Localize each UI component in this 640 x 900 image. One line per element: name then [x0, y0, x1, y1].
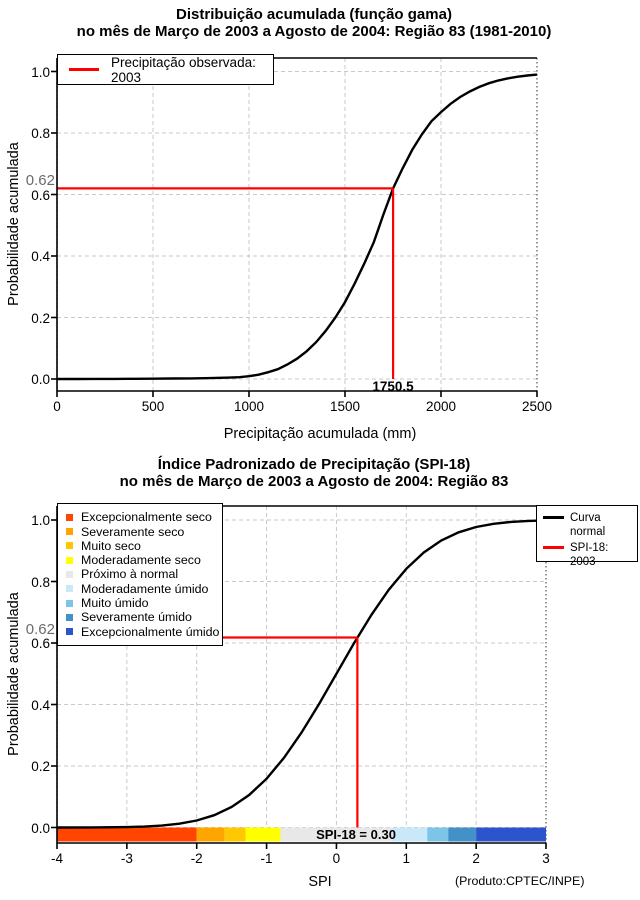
category-color-swatch [66, 585, 73, 593]
spi-bar-segment [245, 827, 281, 842]
cdf-curve [56, 519, 547, 829]
category-legend-item: Moderadamente seco [66, 553, 222, 567]
y-tick-label: 0.0 [31, 820, 50, 836]
chart1-legend: Precipitação observada: 2003 [57, 54, 274, 85]
category-color-swatch [66, 599, 73, 607]
category-legend-item: Muito úmido [66, 596, 222, 610]
spi18-legend-label: SPI-18: 2003 [570, 542, 609, 568]
legend-item-normal-curve: Curva normal [543, 511, 633, 539]
chart1-x-axis-label: Precipitação acumulada (mm) [223, 426, 417, 442]
category-legend-item: Excepcionalmente úmido [66, 625, 222, 639]
chart1-title: Distribuição acumulada (função gama) [176, 6, 452, 23]
y-tick-label: 0.2 [31, 310, 50, 326]
category-color-swatch [66, 528, 73, 536]
chart1-subtitle: no mês de Março de 2003 a Agosto de 2004… [76, 23, 552, 40]
chart1-y-axis-label: Probabilidade acumulada [6, 142, 22, 306]
x-tick-label: 3 [542, 851, 550, 866]
category-label: Muito seco [81, 538, 141, 553]
spi-bar-segment [427, 827, 449, 842]
category-legend-item: Muito seco [66, 539, 222, 553]
spi18-line-swatch [543, 546, 564, 549]
x-tick-label: 1500 [329, 399, 361, 414]
chart2-y-axis-label: Probabilidade acumulada [6, 592, 22, 756]
category-label: Muito úmido [81, 596, 149, 611]
category-color-swatch [66, 628, 73, 636]
chart1-probability-annotation: 0.62 [25, 172, 55, 189]
chart2-plot-canvas [51, 505, 547, 849]
observed-precipitation-line-swatch [69, 68, 99, 71]
category-color-swatch [66, 613, 73, 621]
spi-bar-segment [392, 827, 428, 842]
x-tick-label: 2 [472, 851, 480, 866]
category-label: Excepcionalmente úmido [81, 624, 220, 639]
x-tick-label: 1 [402, 851, 411, 866]
y-tick-label: 0.4 [31, 697, 50, 713]
y-tick-label: 0.8 [31, 574, 50, 590]
x-tick-label: 0 [332, 851, 341, 866]
spi-bar-segment [57, 827, 197, 842]
category-label: Moderadamente úmido [81, 581, 209, 596]
spi-value-annotation: SPI-18 = 0.30 [316, 827, 396, 842]
legend-item-spi18: SPI-18: 2003 [543, 541, 633, 569]
chart2-title: Índice Padronizado de Precipitação (SPI-… [157, 456, 471, 473]
gamma-distribution-chart: Distribuição acumulada (função gama) no … [6, 6, 553, 442]
chart1-precipitation-annotation: 1750.5 [372, 379, 414, 394]
chart2-x-axis-label: SPI [308, 874, 332, 890]
category-legend-item: Severamente seco [66, 524, 222, 539]
x-tick-label: -2 [190, 851, 203, 866]
x-tick-label: 2500 [521, 399, 553, 414]
spi-category-legend: Excepcionalmente seco Severamente seco Mui… [57, 503, 223, 646]
spi-bar-segment [196, 827, 225, 842]
chart2-subtitle: no mês de Março de 2003 a Agosto de 2004… [119, 473, 509, 490]
spi-bar-segment [476, 827, 546, 842]
normal-curve-label: Curva normal [570, 512, 606, 538]
y-tick-label: 0.0 [31, 372, 50, 387]
x-tick-label: 2000 [425, 399, 457, 414]
category-color-swatch [66, 542, 73, 550]
chart1-legend-label: Precipitação observada: 2003 [111, 54, 256, 85]
category-label: Excepcionalmente seco [81, 510, 212, 525]
category-color-swatch [66, 556, 73, 564]
category-label: Severamente seco [81, 524, 185, 539]
normal-curve-line-swatch [543, 516, 564, 519]
chart1-plot-canvas [51, 57, 538, 397]
y-tick-label: 0.4 [31, 249, 50, 264]
x-tick-label: 1000 [233, 399, 265, 414]
x-tick-label: 0 [53, 399, 61, 414]
category-label: Moderadamente seco [81, 553, 201, 568]
category-legend-item: Excepcionalmente seco [66, 510, 222, 524]
x-tick-label: -1 [260, 851, 273, 866]
y-tick-label: 0.6 [31, 636, 50, 651]
chart2-probability-annotation: 0.62 [25, 621, 55, 638]
category-legend-item: Moderadamente úmido [66, 582, 222, 596]
y-tick-label: 0.6 [31, 187, 50, 203]
y-tick-label: 1.0 [31, 64, 50, 80]
y-tick-label: 0.2 [31, 759, 50, 774]
spi-chart: Índice Padronizado de Precipitação (SPI-… [0, 450, 640, 900]
producer-credit: (Produto:CPTEC/INPE) [455, 874, 585, 888]
chart2-curve-legend: Curva normal SPI-18: 2003 [536, 505, 638, 568]
category-label: Próximo à normal [81, 567, 179, 582]
category-legend-item: Próximo à normal [66, 567, 222, 581]
category-label: Severamente úmido [81, 610, 192, 625]
x-tick-label: -4 [50, 851, 63, 866]
y-tick-label: 1.0 [31, 513, 50, 528]
category-color-swatch [66, 570, 73, 578]
x-tick-label: 500 [141, 399, 165, 414]
spi-bar-segment [448, 827, 477, 842]
category-color-swatch [66, 513, 73, 521]
y-tick-label: 0.8 [31, 126, 50, 141]
x-tick-label: -3 [120, 851, 133, 866]
spi-bar-segment [280, 827, 393, 842]
cdf-curve [57, 73, 538, 381]
category-legend-item: Severamente úmido [66, 610, 222, 624]
spi-bar-segment [224, 827, 246, 842]
